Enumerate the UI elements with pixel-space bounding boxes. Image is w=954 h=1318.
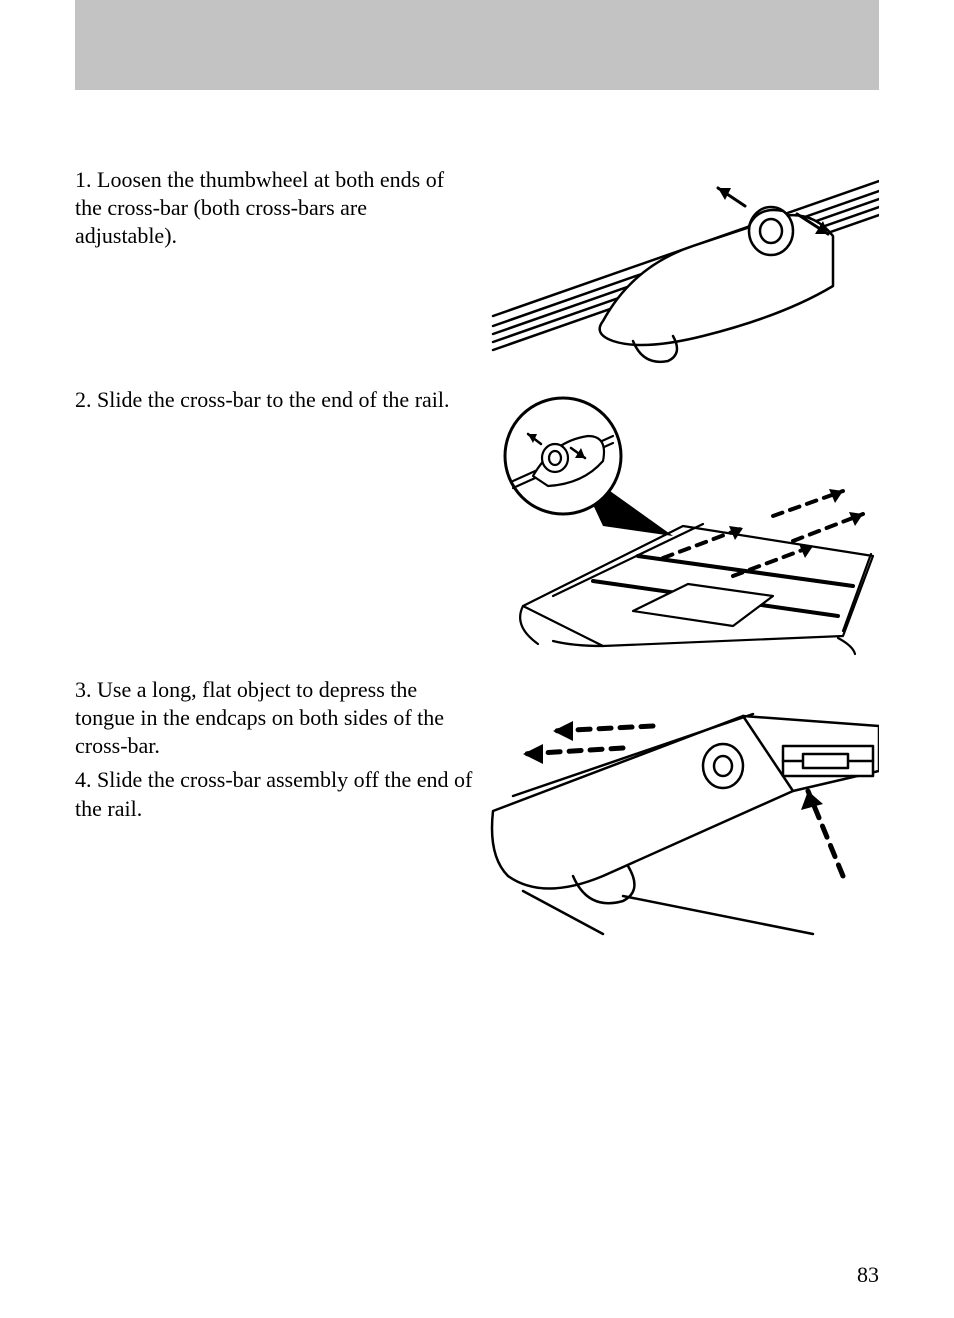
page-number: 83 [857,1262,879,1288]
page-content: 1. Loosen the thumbwheel at both ends of… [75,166,879,956]
step-row-3: 3. Use a long, flat object to depress th… [75,676,879,936]
figure-3-remove-crossbar [483,676,879,936]
step-2-text: 2. Slide the cross-bar to the end of the… [75,386,473,414]
figure-2-slide-crossbar [483,386,879,656]
step-4-text: 4. Slide the cross-bar assembly off the … [75,766,473,822]
step-1-text: 1. Loosen the thumbwheel at both ends of… [75,166,473,250]
step-row-2: 2. Slide the cross-bar to the end of the… [75,386,879,656]
header-band [75,0,879,90]
figure-1-thumbwheel [483,166,879,366]
step-3-text: 3. Use a long, flat object to depress th… [75,676,473,760]
step-row-1: 1. Loosen the thumbwheel at both ends of… [75,166,879,366]
